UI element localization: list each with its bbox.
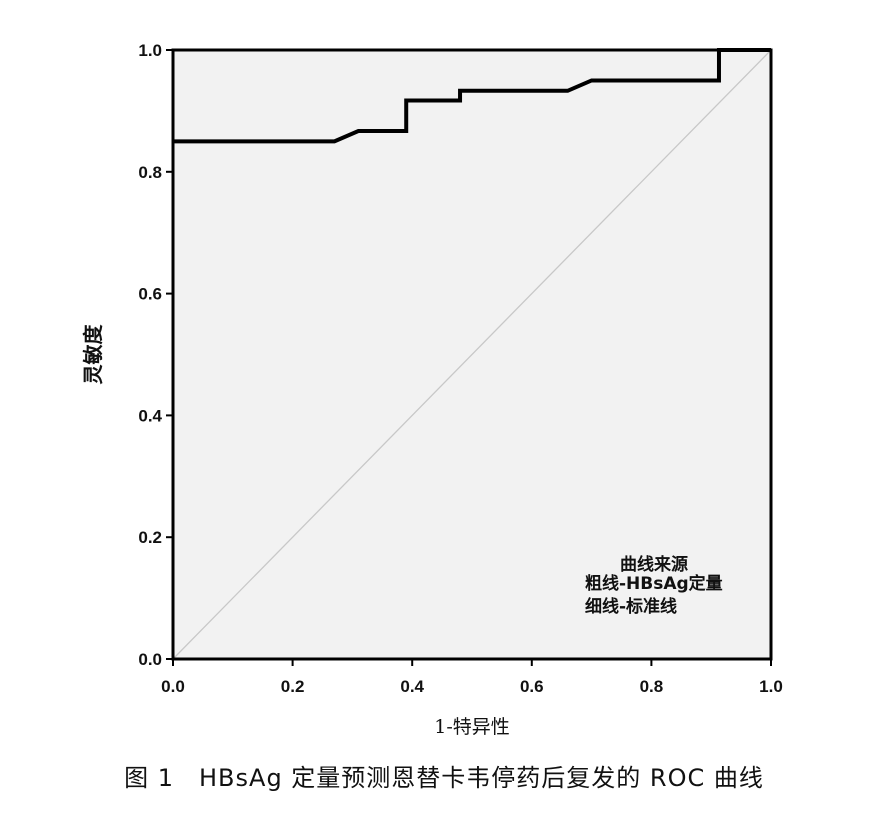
y-tick-label: 0.2 [138,528,162,547]
x-tick-label: 0.4 [400,677,424,696]
plot-frame [171,48,773,661]
roc-curve-hbsag [173,48,771,144]
y-tick-label: 1.0 [138,41,162,60]
y-tick-label: 0.0 [138,650,162,669]
y-tick-label: 0.8 [138,163,162,182]
legend-entry-thick-line: 粗线-HBsAg定量 [585,573,723,594]
x-tick-label: 1.0 [759,677,783,696]
x-axis-title: 1-特异性 [434,716,510,738]
y-tick-label: 0.6 [138,285,162,304]
y-axis-title: 灵敏度 [81,324,105,385]
x-tick-label: 0.2 [281,677,305,696]
legend-title: 曲线来源 [620,554,688,575]
figure-caption: 图 1 HBsAg 定量预测恩替卡韦停药后复发的 ROC 曲线 [124,764,764,792]
x-tick-label: 0.6 [520,677,544,696]
reference-diagonal-line [172,49,772,660]
x-tick-label: 0.8 [640,677,664,696]
x-tick-label: 0.0 [161,677,185,696]
legend: 曲线来源 粗线-HBsAg定量 细线-标准线 [585,554,723,617]
y-tick-label: 0.4 [138,406,162,425]
roc-chart: 0.0 0.2 0.4 0.6 0.8 1.0 0.0 0.2 0.4 0.6 0.8 1.0 灵敏度… [81,41,783,738]
legend-entry-thin-line: 细线-标准线 [585,596,677,617]
